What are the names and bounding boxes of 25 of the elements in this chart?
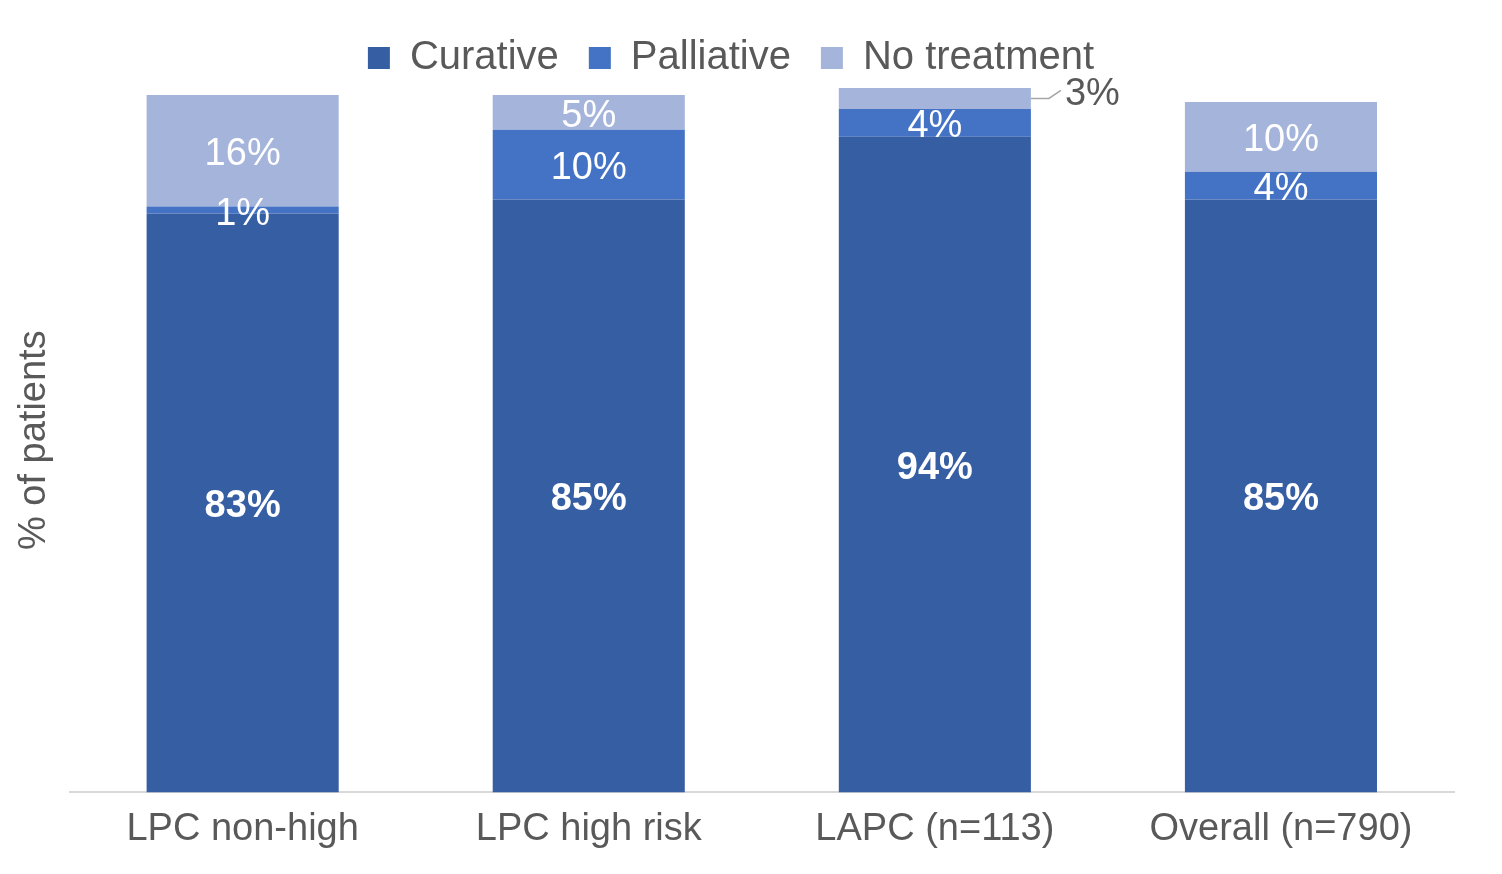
data-label: 94% bbox=[896, 445, 973, 488]
x-tick-label: LPC high risk bbox=[475, 805, 703, 848]
data-label: 4% bbox=[907, 103, 963, 146]
bar bbox=[492, 94, 685, 130]
data-label: 10% bbox=[1242, 117, 1319, 160]
x-tick-label: Overall (n=790) bbox=[1149, 805, 1413, 848]
data-label: 4% bbox=[1253, 166, 1309, 209]
data-label: 16% bbox=[204, 131, 281, 174]
bar bbox=[838, 136, 1031, 793]
data-label: 85% bbox=[1242, 476, 1319, 519]
data-label: 85% bbox=[550, 476, 627, 519]
legend-label: Palliative bbox=[630, 33, 791, 78]
y-axis-title: % of patients bbox=[11, 330, 54, 551]
data-label: 1% bbox=[215, 190, 271, 233]
bar bbox=[1184, 101, 1377, 172]
bar bbox=[492, 199, 685, 793]
x-tick-label: LAPC (n=113) bbox=[815, 805, 1055, 848]
data-label: 5% bbox=[561, 92, 617, 135]
x-tick-label: LPC non-high bbox=[126, 805, 359, 848]
bar bbox=[1184, 199, 1377, 793]
legend-label: Curative bbox=[409, 33, 559, 78]
bar bbox=[838, 88, 1031, 109]
bar bbox=[492, 129, 685, 200]
data-label: 10% bbox=[550, 145, 627, 188]
data-label: 83% bbox=[204, 483, 281, 526]
